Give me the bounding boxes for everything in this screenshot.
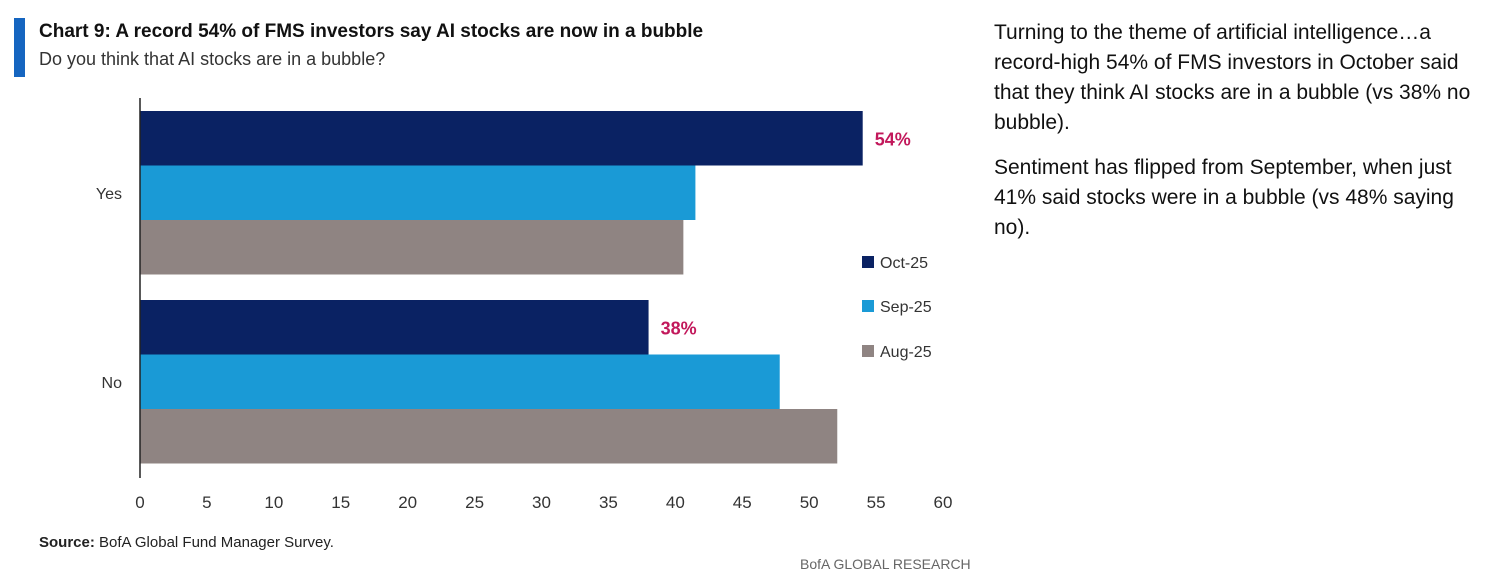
legend-swatch-aug-25 xyxy=(862,345,874,357)
x-tick-label: 15 xyxy=(331,493,350,512)
data-label-yes: 54% xyxy=(875,129,911,149)
commentary: Turning to the theme of artificial intel… xyxy=(994,18,1494,258)
branding-text: BofA GLOBAL RESEARCH xyxy=(800,556,971,572)
legend-swatch-sep-25 xyxy=(862,300,874,312)
x-tick-label: 45 xyxy=(733,493,752,512)
x-tick-label: 30 xyxy=(532,493,551,512)
chart-subtitle: Do you think that AI stocks are in a bub… xyxy=(39,49,386,69)
x-tick-label: 55 xyxy=(867,493,886,512)
bar-yes-sep-25 xyxy=(140,165,696,220)
bar-no-oct-25 xyxy=(140,300,649,355)
bar-yes-aug-25 xyxy=(140,220,684,275)
chart-title: Chart 9: A record 54% of FMS investors s… xyxy=(39,21,704,42)
x-tick-label: 25 xyxy=(465,493,484,512)
category-label-yes: Yes xyxy=(96,186,122,203)
x-tick-label: 10 xyxy=(264,493,283,512)
legend-label-oct-25: Oct-25 xyxy=(880,255,928,272)
commentary-paragraph-2: Sentiment has flipped from September, wh… xyxy=(994,156,1454,239)
source-label: Source: xyxy=(39,534,95,551)
x-tick-label: 20 xyxy=(398,493,417,512)
bar-yes-oct-25 xyxy=(140,111,863,166)
bar-no-sep-25 xyxy=(140,354,780,409)
data-label-no: 38% xyxy=(661,318,697,338)
source-text: BofA Global Fund Manager Survey. xyxy=(99,534,334,551)
x-tick-label: 35 xyxy=(599,493,618,512)
x-tick-label: 5 xyxy=(202,493,211,512)
x-tick-label: 50 xyxy=(800,493,819,512)
x-tick-label: 0 xyxy=(135,493,144,512)
title-accent-bar xyxy=(14,18,25,77)
legend-swatch-oct-25 xyxy=(862,256,874,268)
x-tick-label: 40 xyxy=(666,493,685,512)
legend-label-aug-25: Aug-25 xyxy=(880,344,932,361)
source-note: Source: BofA Global Fund Manager Survey. xyxy=(39,534,334,551)
bar-chart: Yes No 54% 38% 0 5 10 15 20 25 30 35 40 45 50 55 60 Oct-2… xyxy=(96,98,953,512)
bar-no-aug-25 xyxy=(140,409,838,464)
commentary-paragraph-1: Turning to the theme of artificial intel… xyxy=(994,21,1471,134)
x-tick-label: 60 xyxy=(934,493,953,512)
category-label-no: No xyxy=(102,375,123,392)
legend-label-sep-25: Sep-25 xyxy=(880,299,932,316)
